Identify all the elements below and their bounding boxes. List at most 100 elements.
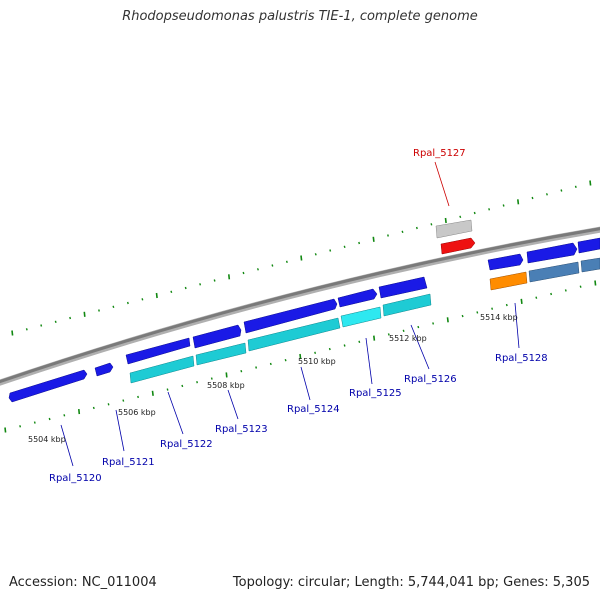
upper-tick — [517, 199, 520, 205]
upper-tick — [69, 316, 72, 320]
lower-tick — [402, 329, 405, 333]
lower-tick — [4, 427, 7, 433]
upper-tick — [314, 253, 317, 256]
gene-arrow-5122[interactable] — [125, 337, 191, 365]
lower-tick — [240, 369, 243, 373]
gene-arrow-5126[interactable] — [378, 276, 428, 299]
upper-tick — [430, 223, 433, 226]
upper-tick — [126, 301, 129, 305]
lower-tick — [550, 292, 553, 296]
lower-tick — [520, 298, 523, 304]
upper-tick — [444, 217, 447, 224]
genome-backbone-core — [0, 227, 600, 384]
upper-tick — [40, 324, 43, 327]
other-bar-5130[interactable] — [580, 257, 600, 273]
upper-tick — [372, 236, 375, 242]
lower-tick — [314, 351, 317, 355]
upper-tick — [184, 286, 187, 290]
upper-tick — [83, 311, 86, 317]
lower-tick — [181, 384, 184, 388]
gene-arrow-5121[interactable] — [94, 362, 114, 377]
kbp-label-5506: 5506 kbp — [118, 408, 156, 417]
kbp-label-5512: 5512 kbp — [389, 334, 427, 343]
upper-tick — [415, 226, 418, 230]
gene-label-5125[interactable]: Rpal_5125 — [349, 388, 402, 399]
kbp-label-5508: 5508 kbp — [207, 381, 245, 390]
gene-arrow-5124[interactable] — [243, 298, 338, 334]
kbp-label-5504: 5504 kbp — [28, 435, 66, 444]
upper-tick — [545, 193, 548, 196]
gene-label-5128[interactable]: Rpal_5128 — [495, 353, 548, 364]
lower-tick — [19, 425, 22, 428]
gene-arrow-5127[interactable] — [440, 237, 476, 255]
lower-tick — [373, 335, 376, 341]
lower-tick — [63, 414, 66, 417]
upper-tick — [502, 204, 505, 207]
lower-tick — [151, 390, 154, 396]
pseudo-bar-5128[interactable] — [489, 271, 528, 291]
upper-tick — [271, 264, 274, 267]
upper-tick — [329, 249, 332, 252]
lower-tick — [166, 388, 169, 391]
lower-tick — [255, 366, 258, 369]
upper-tick — [155, 292, 158, 299]
gene-bar-5125[interactable] — [340, 306, 382, 328]
lower-tick — [476, 311, 479, 314]
gene-label-5126[interactable]: Rpal_5126 — [404, 374, 457, 385]
lower-tick — [92, 406, 95, 410]
lower-tick — [48, 417, 51, 421]
upper-tick — [358, 241, 361, 245]
gene-arrow-5120[interactable] — [8, 369, 88, 403]
other-bar-5129[interactable] — [528, 261, 580, 283]
upper-tick — [112, 305, 115, 309]
lower-tick — [432, 322, 435, 325]
lower-tick — [446, 317, 449, 323]
upper-tick — [199, 283, 202, 286]
gene-bar-5122[interactable] — [129, 355, 195, 384]
gene-bar-5126[interactable] — [382, 293, 432, 317]
upper-tick — [213, 279, 216, 282]
lower-tick — [225, 372, 228, 378]
upper-tick — [11, 330, 14, 336]
lower-tick — [387, 333, 390, 336]
gene-label-5127[interactable]: Rpal_5127 — [413, 148, 466, 159]
upper-tick — [228, 274, 231, 280]
gene-bar-5124[interactable] — [247, 317, 341, 352]
page-title: Rhodopseudomonas palustris TIE-1, comple… — [122, 9, 478, 24]
upper-tick — [459, 215, 462, 219]
gene-arrow-5128[interactable] — [487, 253, 524, 271]
lower-tick — [78, 409, 81, 415]
lower-tick — [33, 421, 36, 424]
label-leader-lines — [60, 161, 520, 467]
gene-arrow-5125[interactable] — [337, 288, 378, 308]
upper-tick — [242, 271, 245, 275]
gene-label-5124[interactable]: Rpal_5124 — [287, 404, 340, 415]
lower-tick — [491, 307, 494, 310]
gray-bar-5127[interactable] — [435, 219, 473, 239]
lower-tick — [107, 403, 110, 406]
upper-tick — [170, 290, 173, 294]
lower-tick — [299, 353, 302, 360]
gene-arrow-5123[interactable] — [192, 324, 242, 349]
upper-tick — [473, 211, 476, 215]
lower-tick — [343, 344, 346, 347]
tick-marks-lower — [4, 280, 597, 433]
gene-arrow-5130[interactable] — [577, 237, 600, 254]
forward-features — [8, 237, 600, 403]
gene-arrow-5129[interactable] — [526, 242, 578, 264]
gene-label-5121[interactable]: Rpal_5121 — [102, 457, 155, 468]
gene-label-5123[interactable]: Rpal_5123 — [215, 424, 268, 435]
lower-tick — [535, 296, 538, 299]
upper-tick — [300, 255, 303, 261]
gene-bar-5123[interactable] — [195, 342, 247, 366]
upper-tick — [54, 320, 57, 324]
lower-tick — [594, 280, 597, 286]
kbp-label-5510: 5510 kbp — [298, 357, 336, 366]
gene-label-5122[interactable]: Rpal_5122 — [160, 439, 213, 450]
gene-label-5120[interactable]: Rpal_5120 — [49, 473, 102, 484]
lower-tick — [284, 358, 287, 362]
lower-tick — [269, 362, 272, 366]
upper-tick — [488, 208, 491, 211]
tick-marks-upper — [11, 180, 592, 336]
